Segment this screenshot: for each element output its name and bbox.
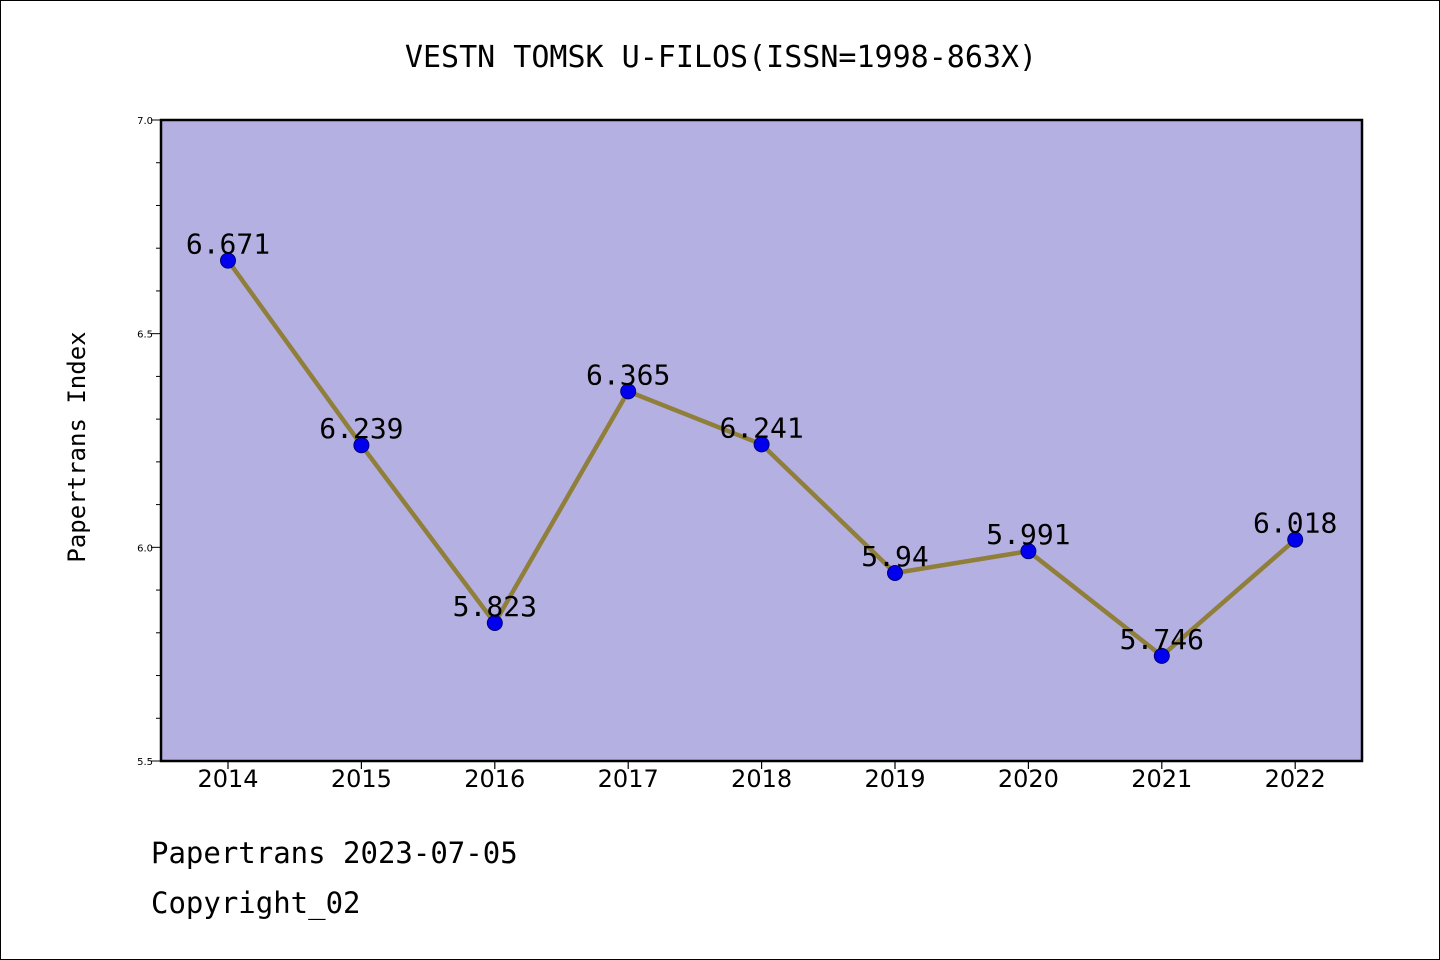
chart-title: VESTN TOMSK U-FILOS(ISSN=1998-863X) [405, 40, 1037, 75]
data-point [1020, 543, 1037, 560]
x-tick-label: 2014 [197, 765, 258, 793]
x-tick-label: 2019 [864, 765, 925, 793]
data-label: 6.671 [186, 228, 270, 261]
data-point [1287, 531, 1304, 548]
data-label: 6.239 [319, 412, 403, 445]
y-tick-label: 6.5 [137, 330, 153, 341]
data-label: 5.94 [861, 540, 928, 573]
data-point [353, 437, 370, 454]
data-label: 6.241 [719, 411, 803, 444]
x-tick-label: 2020 [998, 765, 1059, 793]
data-points [220, 252, 1304, 664]
data-point [887, 564, 903, 581]
x-tick-label: 2015 [331, 765, 392, 793]
axis-ticks: 5.5 6.0 6.5 7.0 2014 2015 2016 2017 2018 2019 2020… [137, 116, 1326, 793]
x-tick-label: 2016 [464, 765, 525, 793]
y-tick-label: 7.0 [137, 116, 153, 127]
x-tick-label: 2022 [1265, 765, 1326, 793]
data-point [1153, 647, 1170, 664]
data-labels: 6.671 6.239 5.823 6.365 6.241 5.94 5.991 5.746 6… [186, 228, 1337, 656]
data-point [220, 252, 236, 269]
data-label: 6.365 [586, 358, 670, 391]
data-point [486, 614, 503, 631]
y-tick-label: 6.0 [137, 543, 153, 554]
y-axis-label: Papertrans Index [63, 331, 91, 562]
y-tick-label: 5.5 [137, 757, 153, 768]
data-label: 5.991 [986, 518, 1070, 551]
data-label: 5.746 [1120, 623, 1204, 656]
x-tick-label: 2021 [1131, 765, 1192, 793]
data-label: 5.823 [453, 590, 537, 623]
data-point [620, 383, 637, 400]
data-point [753, 436, 770, 453]
footer-date-line: Papertrans 2023-07-05 [151, 836, 518, 870]
x-tick-label: 2017 [598, 765, 659, 793]
plot-frame [159, 118, 1364, 763]
data-label: 6.018 [1253, 507, 1337, 540]
footer-copyright-line: Copyright_02 [151, 886, 361, 920]
x-tick-label: 2018 [731, 765, 792, 793]
